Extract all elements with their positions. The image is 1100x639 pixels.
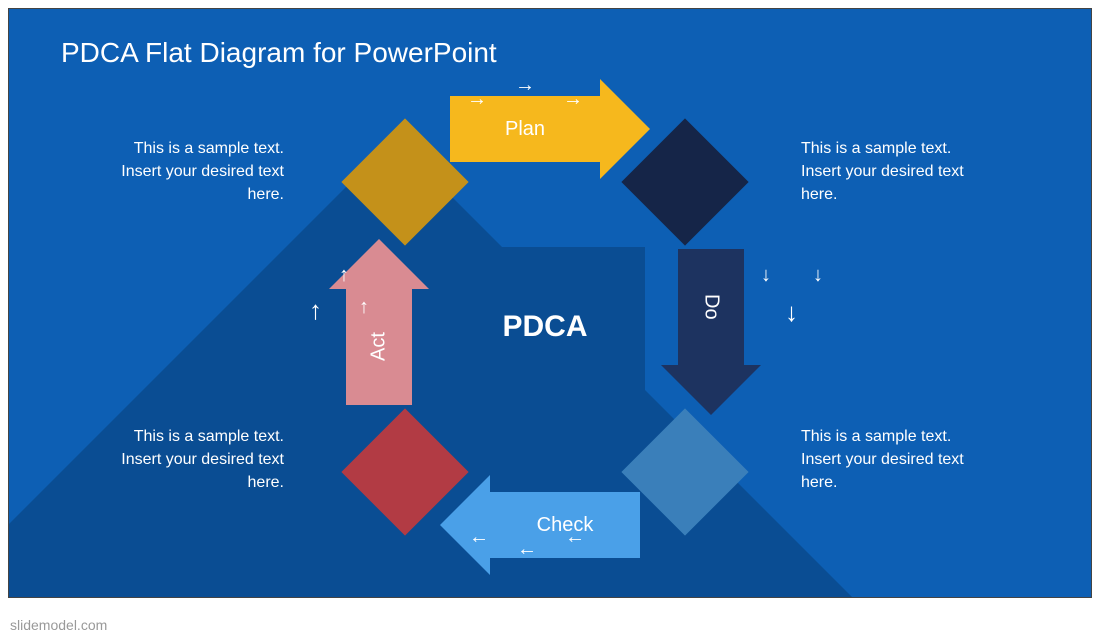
arrow-do-label: Do [678,249,744,365]
arrow-check-label: Check [490,492,640,558]
watermark: slidemodel.com [10,617,107,633]
diagram-stage: PDCA Plan Do Check Act →→→ ←←← ↑ ↑ ↑ [9,9,1091,597]
center-label: PDCA [445,247,645,407]
arrow-act-label: Act [346,289,412,405]
arrow-check-head-icon [440,475,490,575]
arrow-do-head-icon [661,365,761,415]
deco-arrows-bottom-icon: ←←← [469,527,613,547]
slide: PDCA Flat Diagram for PowerPoint PDCA Pl… [8,8,1092,598]
deco-arrows-top-icon: →→→ [467,89,611,109]
caption-top-right: This is a sample text. Insert your desir… [801,137,991,207]
caption-bottom-left: This is a sample text. Insert your desir… [94,425,284,495]
caption-bottom-right: This is a sample text. Insert your desir… [801,425,991,495]
caption-top-left: This is a sample text. Insert your desir… [94,137,284,207]
